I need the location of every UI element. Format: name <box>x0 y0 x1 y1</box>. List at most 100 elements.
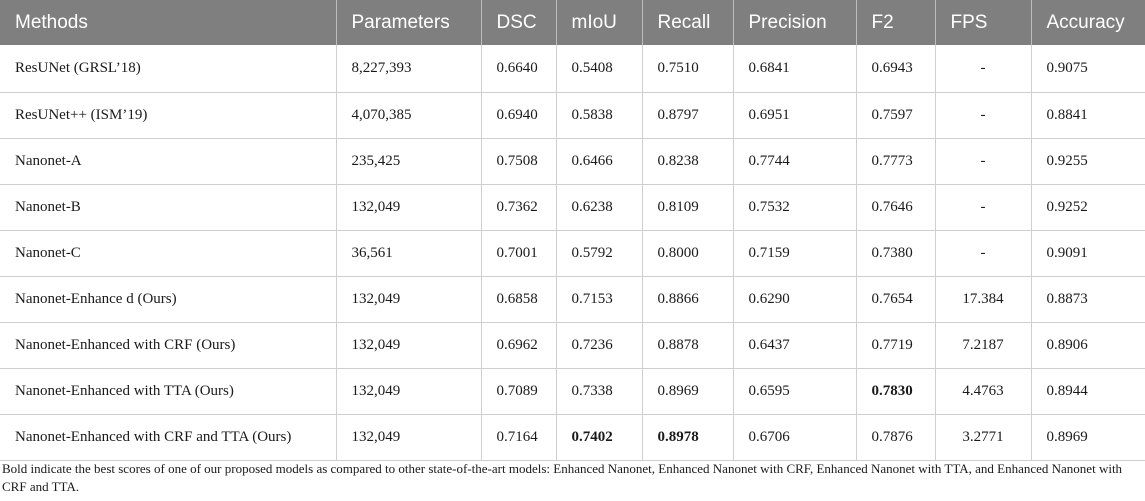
cell-recall: 0.8866 <box>642 276 734 323</box>
cell-f2: 0.7654 <box>856 276 936 323</box>
cell-f2: 0.7719 <box>856 322 936 369</box>
cell-accuracy: 0.8841 <box>1031 92 1145 139</box>
cell-f2: 0.7646 <box>856 184 936 231</box>
table-row: ResUNet (GRSL’18) 8,227,393 0.6640 0.540… <box>0 45 1145 93</box>
results-table: Methods Parameters DSC mIoU Recall Preci… <box>0 0 1145 461</box>
cell-recall: 0.8969 <box>642 368 734 415</box>
cell-f2: 0.7876 <box>856 414 936 461</box>
cell-recall: 0.8109 <box>642 184 734 231</box>
col-header-parameters: Parameters <box>336 0 482 45</box>
cell-dsc: 0.6940 <box>481 92 557 139</box>
cell-precision: 0.6290 <box>733 276 857 323</box>
cell-miou: 0.6466 <box>556 138 643 185</box>
cell-method: Nanonet-Enhanced with CRF and TTA (Ours) <box>0 414 337 461</box>
cell-recall: 0.7510 <box>642 45 734 93</box>
cell-f2: 0.7380 <box>856 230 936 277</box>
cell-recall: 0.8238 <box>642 138 734 185</box>
cell-accuracy: 0.8906 <box>1031 322 1145 369</box>
table-row: Nanonet-C 36,561 0.7001 0.5792 0.8000 0.… <box>0 230 1145 277</box>
cell-fps: 4.4763 <box>935 368 1032 415</box>
cell-method: Nanonet-Enhance d (Ours) <box>0 276 337 323</box>
cell-miou: 0.6238 <box>556 184 643 231</box>
cell-miou: 0.5408 <box>556 45 643 93</box>
cell-dsc: 0.6640 <box>481 45 557 93</box>
cell-miou-best: 0.7402 <box>556 414 643 461</box>
cell-parameters: 235,425 <box>336 138 482 185</box>
col-header-methods: Methods <box>0 0 337 45</box>
cell-f2-best: 0.7830 <box>856 368 936 415</box>
cell-miou: 0.7338 <box>556 368 643 415</box>
cell-miou: 0.7236 <box>556 322 643 369</box>
cell-f2: 0.6943 <box>856 45 936 93</box>
cell-fps: - <box>935 92 1032 139</box>
cell-f2: 0.7597 <box>856 92 936 139</box>
cell-recall: 0.8797 <box>642 92 734 139</box>
cell-precision: 0.7532 <box>733 184 857 231</box>
col-header-accuracy: Accuracy <box>1031 0 1145 45</box>
cell-accuracy: 0.9091 <box>1031 230 1145 277</box>
table-row: ResUNet++ (ISM’19) 4,070,385 0.6940 0.58… <box>0 92 1145 139</box>
table-row: Nanonet-B 132,049 0.7362 0.6238 0.8109 0… <box>0 184 1145 231</box>
cell-dsc: 0.6858 <box>481 276 557 323</box>
col-header-dsc: DSC <box>481 0 557 45</box>
cell-method: ResUNet++ (ISM’19) <box>0 92 337 139</box>
cell-miou: 0.5838 <box>556 92 643 139</box>
table-footnote: Bold indicate the best scores of one of … <box>2 461 1123 494</box>
cell-fps: 3.2771 <box>935 414 1032 461</box>
cell-fps: - <box>935 230 1032 277</box>
table-row: Nanonet-Enhanced with CRF (Ours) 132,049… <box>0 322 1145 369</box>
table-row: Nanonet-Enhanced with CRF and TTA (Ours)… <box>0 414 1145 461</box>
table-row: Nanonet-Enhanced with TTA (Ours) 132,049… <box>0 368 1145 415</box>
cell-fps: - <box>935 138 1032 185</box>
cell-precision: 0.7744 <box>733 138 857 185</box>
cell-f2: 0.7773 <box>856 138 936 185</box>
cell-parameters: 4,070,385 <box>336 92 482 139</box>
table-row: Nanonet-Enhance d (Ours) 132,049 0.6858 … <box>0 276 1145 323</box>
cell-dsc: 0.7362 <box>481 184 557 231</box>
cell-fps: - <box>935 184 1032 231</box>
cell-accuracy: 0.9252 <box>1031 184 1145 231</box>
col-header-fps: FPS <box>935 0 1032 45</box>
cell-dsc: 0.7508 <box>481 138 557 185</box>
cell-recall: 0.8878 <box>642 322 734 369</box>
col-header-f2: F2 <box>856 0 936 45</box>
cell-precision: 0.6437 <box>733 322 857 369</box>
cell-method: ResUNet (GRSL’18) <box>0 45 337 93</box>
cell-parameters: 132,049 <box>336 322 482 369</box>
cell-accuracy: 0.8873 <box>1031 276 1145 323</box>
cell-method: Nanonet-Enhanced with TTA (Ours) <box>0 368 337 415</box>
cell-accuracy: 0.8969 <box>1031 414 1145 461</box>
cell-method: Nanonet-B <box>0 184 337 231</box>
cell-precision: 0.6706 <box>733 414 857 461</box>
cell-parameters: 36,561 <box>336 230 482 277</box>
cell-fps: 17.384 <box>935 276 1032 323</box>
cell-parameters: 132,049 <box>336 368 482 415</box>
cell-dsc: 0.6962 <box>481 322 557 369</box>
cell-parameters: 8,227,393 <box>336 45 482 93</box>
col-header-recall: Recall <box>642 0 734 45</box>
cell-method: Nanonet-C <box>0 230 337 277</box>
cell-precision: 0.6951 <box>733 92 857 139</box>
cell-method: Nanonet-A <box>0 138 337 185</box>
cell-dsc: 0.7089 <box>481 368 557 415</box>
cell-miou: 0.7153 <box>556 276 643 323</box>
cell-recall: 0.8000 <box>642 230 734 277</box>
cell-accuracy: 0.9075 <box>1031 45 1145 93</box>
cell-precision: 0.7159 <box>733 230 857 277</box>
cell-method: Nanonet-Enhanced with CRF (Ours) <box>0 322 337 369</box>
cell-parameters: 132,049 <box>336 184 482 231</box>
cell-precision: 0.6841 <box>733 45 857 93</box>
cell-parameters: 132,049 <box>336 414 482 461</box>
cell-miou: 0.5792 <box>556 230 643 277</box>
cell-dsc: 0.7001 <box>481 230 557 277</box>
cell-accuracy: 0.8944 <box>1031 368 1145 415</box>
cell-recall-best: 0.8978 <box>642 414 734 461</box>
col-header-miou: mIoU <box>556 0 643 45</box>
cell-fps: - <box>935 45 1032 93</box>
cell-accuracy: 0.9255 <box>1031 138 1145 185</box>
cell-fps: 7.2187 <box>935 322 1032 369</box>
cell-precision: 0.6595 <box>733 368 857 415</box>
table-row: Nanonet-A 235,425 0.7508 0.6466 0.8238 0… <box>0 138 1145 185</box>
cell-parameters: 132,049 <box>336 276 482 323</box>
table-header-row: Methods Parameters DSC mIoU Recall Preci… <box>0 0 1145 45</box>
